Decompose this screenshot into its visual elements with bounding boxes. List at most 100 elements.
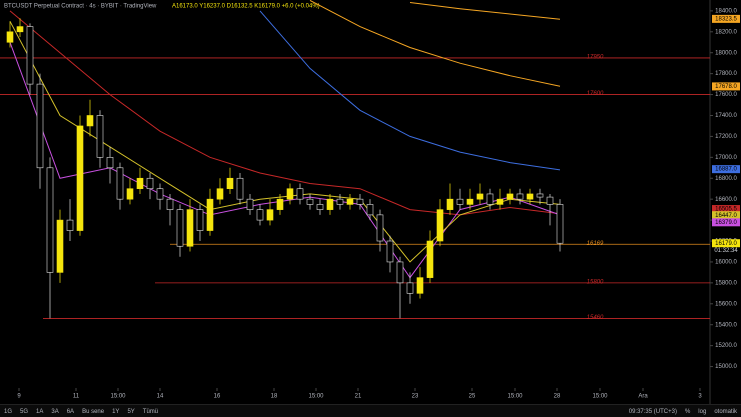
percent-toggle[interactable]: %: [684, 408, 691, 415]
candle-body: [326, 198, 334, 210]
symbol-title: BTCUSDT Perpetual Contract · 4s · BYBIT …: [4, 4, 157, 10]
ohlc-values: A16173.0 Y16237.0 D16132.5 K16179.0 +6.0…: [172, 4, 320, 10]
price-tag-label: 16379.0: [715, 220, 737, 226]
candle-body: [196, 209, 204, 231]
candle-body: [546, 196, 554, 205]
candle-body: [286, 188, 294, 200]
x-tick-label: 21: [355, 394, 362, 400]
range-button[interactable]: Tümü: [142, 408, 159, 415]
y-tick-label: 18200.0: [715, 29, 737, 35]
price-tag-label: 18323.5: [715, 16, 737, 22]
candle-body: [466, 198, 474, 205]
candle-body: [36, 83, 44, 169]
x-tick-label: 9: [17, 394, 21, 400]
y-tick-label: 15600.0: [715, 301, 737, 307]
candle-body: [396, 261, 404, 284]
candle-body: [336, 198, 344, 205]
candle-body: [276, 198, 284, 210]
candle-body: [66, 219, 74, 231]
y-tick-label: 17200.0: [715, 134, 737, 140]
candle-body: [446, 198, 454, 210]
candle-body: [226, 177, 234, 190]
candle-body: [406, 282, 414, 294]
price-tag: [712, 82, 740, 91]
candle-body: [86, 115, 94, 127]
y-tick-label: 16800.0: [715, 176, 737, 182]
range-button[interactable]: 3A: [51, 408, 59, 415]
y-tick-label: 15200.0: [715, 343, 737, 349]
y-tick-label: 17600.0: [715, 92, 737, 98]
candle-body: [416, 277, 424, 294]
price-tag: [712, 14, 740, 23]
x-tick-label: 3: [698, 394, 702, 400]
candle-body: [316, 204, 324, 210]
candle-body: [166, 198, 174, 210]
range-button[interactable]: 6A: [66, 408, 75, 415]
candle-body: [46, 167, 54, 273]
bottom-toolbar: 1G 5G 1A 3A 6A Bu sene 1Y 5Y Tümü 09:37:35 (UTC+…: [0, 404, 741, 417]
range-button[interactable]: Bu sene: [82, 408, 105, 415]
price-tag: [712, 211, 740, 220]
candle-body: [106, 157, 114, 169]
candle-body: [216, 188, 224, 200]
auto-toggle[interactable]: otomatik: [714, 408, 737, 415]
x-tick-label: 18: [271, 394, 278, 400]
candle-body: [266, 209, 274, 221]
level-label: 17950: [587, 55, 604, 61]
x-tick-label: 15:00: [507, 394, 523, 400]
candle-body: [206, 198, 214, 231]
level-label: 17600: [587, 91, 604, 97]
x-tick-label: 11: [73, 394, 80, 400]
price-tag-label: 16887.0: [715, 167, 737, 173]
candle-body: [296, 188, 304, 200]
candle-body: [426, 240, 434, 278]
moving-average: [9, 42, 561, 279]
candle-body: [96, 115, 104, 158]
candle-body: [256, 209, 264, 221]
chart-bg: [0, 0, 741, 404]
candle-body: [556, 204, 564, 244]
log-toggle[interactable]: log: [698, 408, 707, 415]
price-tag-label: 16179.0: [715, 241, 737, 247]
y-tick-label: 15800.0: [715, 280, 737, 286]
price-tag-label: 16447.0: [715, 213, 737, 219]
candle-body: [376, 214, 384, 242]
candle-body: [126, 188, 134, 200]
candle-body: [6, 31, 14, 43]
range-button[interactable]: 5Y: [127, 408, 135, 415]
candle-body: [436, 209, 444, 242]
candle-body: [306, 198, 314, 205]
range-button[interactable]: 1A: [36, 408, 44, 415]
level-label: 15800: [587, 279, 604, 285]
candle-body: [456, 198, 464, 205]
range-button[interactable]: 1G: [4, 408, 13, 415]
x-tick-label: 15:00: [110, 394, 126, 400]
price-tag: [712, 239, 740, 248]
x-tick-label: 14: [157, 394, 164, 400]
candle-body: [386, 240, 394, 263]
level-label: 16169: [587, 241, 604, 247]
range-button[interactable]: 1Y: [112, 408, 120, 415]
candle-body: [356, 198, 364, 205]
moving-average: [9, 10, 561, 216]
y-tick-label: 17000.0: [715, 155, 737, 161]
chart: BTCUSDT Perpetual Contract · 4s · BYBIT …: [0, 0, 741, 404]
candle-body: [146, 177, 154, 190]
x-tick-label: Ara: [638, 394, 648, 400]
moving-average: [309, 0, 561, 87]
x-tick-label: 16: [214, 394, 221, 400]
range-buttons: 1G 5G 1A 3A 6A Bu sene 1Y 5Y Tümü: [0, 409, 162, 415]
moving-average: [259, 10, 561, 171]
range-button[interactable]: 5G: [20, 408, 29, 415]
candle-body: [76, 125, 84, 231]
candle-body: [236, 177, 244, 200]
price-tag: [712, 165, 740, 174]
countdown: 01:32:34: [714, 248, 738, 254]
x-tick-label: 15:00: [592, 394, 608, 400]
y-tick-label: 15400.0: [715, 322, 737, 328]
y-tick-label: 16600.0: [715, 197, 737, 203]
price-tag: [712, 218, 740, 227]
y-tick-label: 18000.0: [715, 50, 737, 56]
candle-body: [506, 193, 514, 200]
